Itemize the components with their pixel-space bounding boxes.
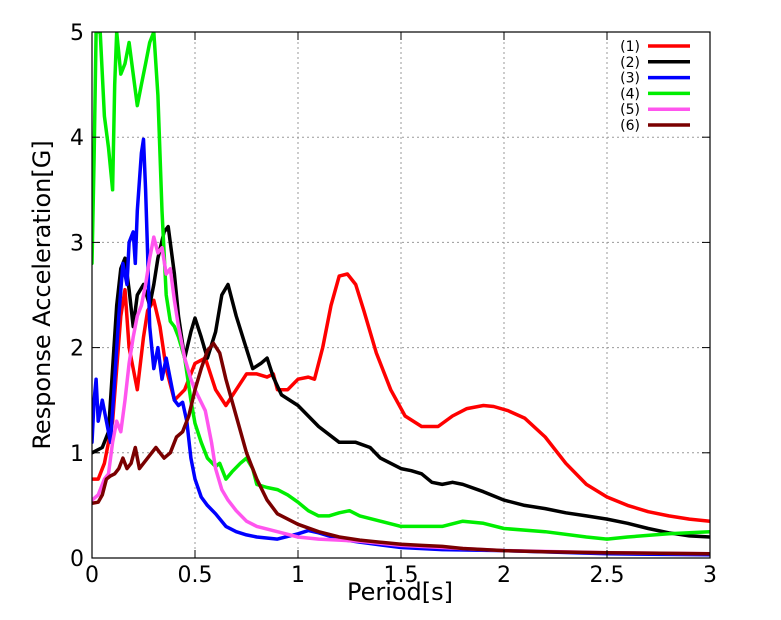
legend-label-3: (3) (620, 71, 640, 87)
x-tick-label: 2 (497, 563, 511, 588)
series-line-3 (92, 137, 710, 557)
x-tick-label: 0.5 (178, 563, 213, 588)
x-tick-label: 1.5 (384, 563, 419, 588)
plot-frame (91, 31, 711, 559)
series-line-2 (92, 224, 710, 539)
y-tick-label: 2 (70, 337, 84, 362)
legend-label-6: (6) (620, 118, 640, 134)
series-line-6 (92, 341, 710, 556)
axis-ticks: 0 0.5 1 1.5 2 2.5 3 0 1 2 3 4 5 (70, 21, 717, 588)
y-axis-title: Response Acceleration[G] (28, 140, 56, 449)
x-tick-label: 0 (85, 563, 99, 588)
legend-label-2: (2) (620, 55, 640, 71)
legend: (1)(2)(3)(4)(5)(6) (620, 39, 690, 134)
series-line-5 (92, 235, 710, 556)
y-tick-label: 4 (70, 126, 84, 151)
y-tick-label: 1 (70, 442, 84, 467)
y-tick-label: 0 (70, 547, 84, 572)
x-tick-label: 1 (291, 563, 305, 588)
y-tick-label: 5 (70, 21, 84, 46)
legend-label-1: (1) (620, 39, 640, 55)
x-axis-title: Period[s] (347, 578, 453, 606)
x-tick-label: 3 (703, 563, 717, 588)
legend-label-5: (5) (620, 102, 640, 118)
legend-label-4: (4) (620, 86, 640, 102)
series-line-4 (92, 32, 710, 541)
series-line-1 (92, 272, 710, 523)
series-lines (92, 32, 710, 557)
y-tick-label: 3 (70, 231, 84, 256)
grid (92, 32, 710, 558)
x-tick-label: 2.5 (590, 563, 625, 588)
